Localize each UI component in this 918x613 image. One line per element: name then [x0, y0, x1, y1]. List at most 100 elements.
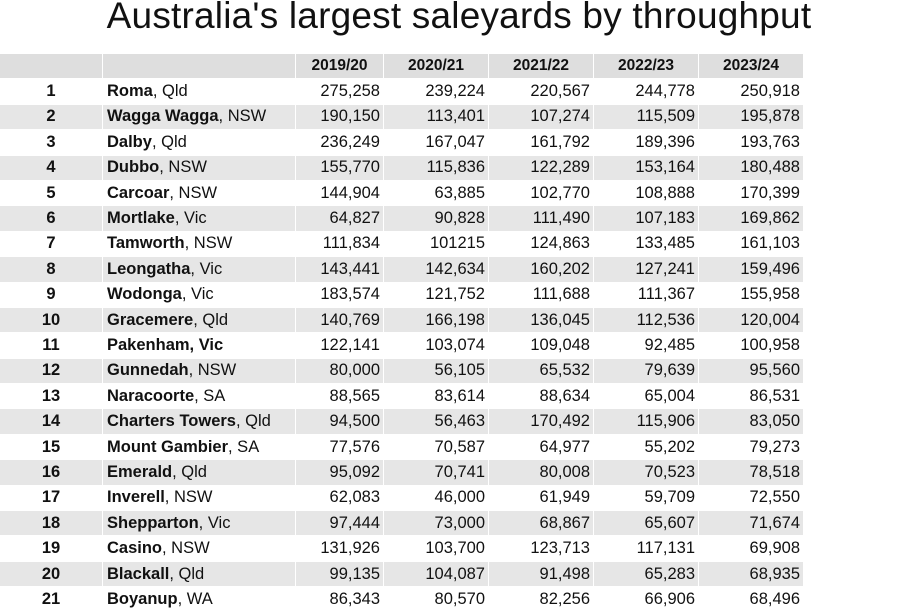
value-cell: 244,778 — [594, 79, 699, 105]
value-cell: 65,283 — [594, 561, 699, 588]
saleyard-state: , NSW — [184, 234, 233, 253]
saleyard-name: Inverell — [107, 488, 165, 507]
table-row: 16 Emerald, Qld 95,092 70,741 80,008 70,523 78… — [0, 460, 804, 486]
saleyard-state: , Qld — [236, 412, 271, 431]
saleyard-name: Mortlake — [107, 209, 175, 228]
value-cell: 83,614 — [384, 384, 489, 410]
header-row: 2019/20 2020/21 2021/22 2022/23 2023/24 — [0, 54, 804, 80]
saleyard-name: Dalby — [107, 132, 152, 151]
value-cell: 100,958 — [699, 333, 804, 359]
value-cell: 103,074 — [384, 333, 489, 359]
saleyard-name: Naracoorte — [107, 386, 195, 405]
value-cell: 161,792 — [489, 130, 594, 156]
value-cell: 159,496 — [699, 257, 804, 283]
value-cell: 55,202 — [594, 434, 699, 461]
rank-cell: 2 — [0, 104, 103, 131]
table-row: 13 Naracoorte, SA 88,565 83,614 88,634 65,004… — [0, 384, 804, 410]
value-cell: 64,827 — [296, 206, 384, 232]
saleyard-name: Leongatha — [107, 259, 191, 278]
saleyard-header — [103, 54, 296, 80]
value-cell: 88,634 — [489, 384, 594, 410]
table-row: 15 Mount Gambier, SA 77,576 70,587 64,977 55,… — [0, 434, 804, 461]
value-cell: 143,441 — [296, 257, 384, 283]
saleyard-state: , Qld — [151, 132, 187, 151]
saleyard-name: Boyanup — [107, 589, 178, 608]
rank-cell: 18 — [0, 511, 103, 537]
table-body: 1 Roma, Qld 275,258 239,224 220,567 244,778 25… — [0, 79, 804, 613]
value-cell: 46,000 — [384, 485, 489, 512]
value-cell: 73,000 — [384, 511, 489, 537]
saleyard-name: Blackall — [107, 564, 170, 583]
saleyard-state: , NSW — [169, 183, 218, 202]
saleyard-cell: Wodonga, Vic — [103, 282, 296, 308]
saleyard-cell: Charters Towers, Qld — [103, 409, 296, 435]
value-cell: 167,047 — [384, 130, 489, 156]
value-cell: 140,769 — [296, 307, 384, 334]
rank-cell: 12 — [0, 358, 103, 385]
value-cell: 155,958 — [699, 282, 804, 308]
saleyard-state: , WA — [177, 589, 213, 608]
value-cell: 69,908 — [699, 536, 804, 562]
saleyard-cell: Blackall, Qld — [103, 561, 296, 588]
rank-cell: 5 — [0, 180, 103, 207]
value-cell: 86,531 — [699, 384, 804, 410]
saleyard-cell: Pakenham, Vic — [103, 333, 296, 359]
rank-cell: 15 — [0, 434, 103, 461]
value-cell: 161,103 — [699, 231, 804, 258]
saleyard-name: Casino — [107, 539, 163, 558]
value-cell: 91,498 — [489, 561, 594, 588]
table-row: 18 Shepparton, Vic 97,444 73,000 68,867 65,60… — [0, 511, 804, 537]
value-cell: 183,574 — [296, 282, 384, 308]
saleyard-cell: Dubbo, NSW — [103, 155, 296, 181]
column-header: 2021/22 — [489, 54, 594, 80]
saleyard-name: Pakenham, Vic — [107, 335, 224, 354]
rank-cell: 3 — [0, 130, 103, 156]
saleyard-state: , NSW — [159, 158, 207, 177]
value-cell: 160,202 — [489, 257, 594, 283]
value-cell: 79,639 — [594, 358, 699, 385]
value-cell: 236,249 — [296, 130, 384, 156]
value-cell: 65,607 — [594, 511, 699, 537]
value-cell: 166,198 — [384, 307, 489, 334]
saleyard-state: , NSW — [162, 539, 210, 558]
value-cell: 70,587 — [384, 434, 489, 461]
saleyard-cell: Gunnedah, NSW — [103, 358, 296, 385]
value-cell: 56,463 — [384, 409, 489, 435]
value-cell: 104,087 — [384, 561, 489, 588]
value-cell: 68,935 — [699, 561, 804, 588]
column-header: 2019/20 — [296, 54, 384, 80]
value-cell: 71,674 — [699, 511, 804, 537]
value-cell: 195,878 — [699, 104, 804, 131]
value-cell: 88,565 — [296, 384, 384, 410]
table-row: 12 Gunnedah, NSW 80,000 56,105 65,532 79,639 9… — [0, 358, 804, 385]
saleyard-state: , Vic — [174, 209, 207, 228]
saleyard-state: , SA — [228, 437, 260, 456]
saleyard-state: , NSW — [218, 107, 267, 126]
saleyards-table: 2019/20 2020/21 2021/22 2022/23 2023/24 … — [0, 54, 804, 613]
value-cell: 80,000 — [296, 358, 384, 385]
saleyard-name: Charters Towers — [107, 412, 236, 431]
value-cell: 122,141 — [296, 333, 384, 359]
saleyard-name: Wodonga — [107, 285, 182, 304]
value-cell: 92,485 — [594, 333, 699, 359]
table-row: 9 Wodonga, Vic 183,574 121,752 111,688 111,36… — [0, 282, 804, 308]
rank-cell: 16 — [0, 460, 103, 486]
table-row: 19 Casino, NSW 131,926 103,700 123,713 117,13… — [0, 536, 804, 562]
value-cell: 133,485 — [594, 231, 699, 258]
value-cell: 169,862 — [699, 206, 804, 232]
value-cell: 77,576 — [296, 434, 384, 461]
table-row: 20 Blackall, Qld 99,135 104,087 91,498 65,283… — [0, 561, 804, 588]
value-cell: 113,401 — [384, 104, 489, 131]
value-cell: 220,567 — [489, 79, 594, 105]
value-cell: 79,273 — [699, 434, 804, 461]
saleyard-cell: Mount Gambier, SA — [103, 434, 296, 461]
value-cell: 112,536 — [594, 307, 699, 334]
value-cell: 250,918 — [699, 79, 804, 105]
value-cell: 95,560 — [699, 358, 804, 385]
table-row: 10 Gracemere, Qld 140,769 166,198 136,045 112… — [0, 307, 804, 334]
table-row: 1 Roma, Qld 275,258 239,224 220,567 244,778 25… — [0, 79, 804, 105]
saleyard-name: Roma — [107, 82, 153, 101]
value-cell: 103,700 — [384, 536, 489, 562]
saleyard-name: Tamworth — [107, 234, 185, 253]
saleyard-state: , Vic — [181, 285, 214, 304]
